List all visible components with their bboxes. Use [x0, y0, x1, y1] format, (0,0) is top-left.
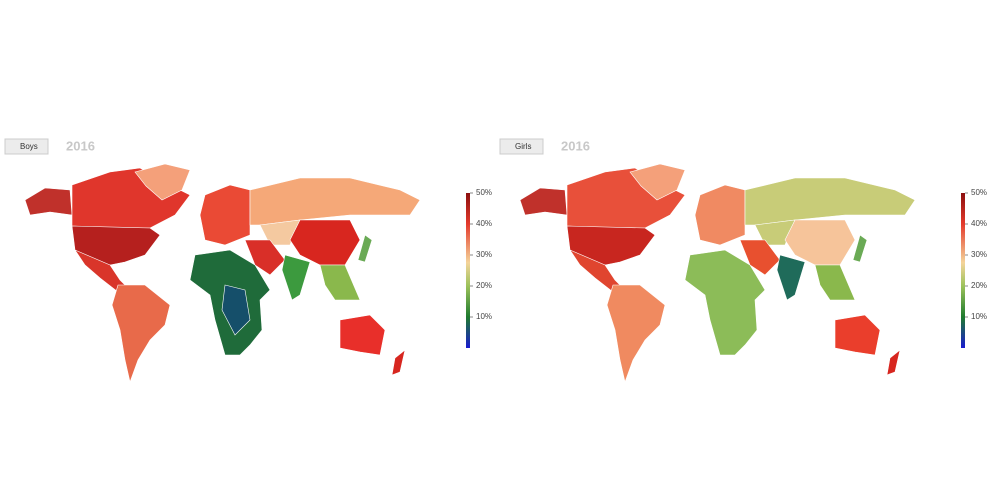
country-alaska — [24, 187, 73, 216]
country-southeast-asia — [319, 264, 361, 301]
country-japan — [357, 234, 373, 263]
country-central-asia — [259, 219, 301, 246]
scale-tick-label: 20% — [476, 281, 492, 290]
country-russia — [744, 177, 916, 226]
country-africa — [684, 249, 766, 356]
country-japan — [852, 234, 868, 263]
country-south-america — [606, 284, 666, 384]
map-panel: Girls 2016 50% 40% 30% 20% 10% — [499, 138, 987, 384]
country-central-asia — [754, 219, 796, 246]
country-australia — [339, 314, 386, 356]
country-central-africa — [221, 284, 251, 336]
country-southeast-asia — [814, 264, 856, 301]
country-europe — [694, 184, 746, 246]
toggle-button[interactable] — [499, 138, 544, 155]
world-map — [519, 163, 916, 384]
scale-tick-label: 40% — [971, 219, 987, 228]
country-south-america — [111, 284, 171, 384]
country-greenland — [629, 163, 686, 201]
country-india — [776, 254, 806, 301]
country-europe — [199, 184, 251, 246]
scale-tick-label: 10% — [476, 312, 492, 321]
country-india — [281, 254, 311, 301]
scale-tick-label: 40% — [476, 219, 492, 228]
scale-tick-label: 10% — [971, 312, 987, 321]
country-alaska — [519, 187, 568, 216]
map-panel: Boys 2016 50% 40% 30% 20% 10% — [4, 138, 492, 384]
country-middle-east — [244, 239, 286, 276]
country-new-zealand — [391, 349, 406, 376]
year-label: 2016 — [66, 138, 95, 153]
country-china — [289, 219, 361, 266]
country-china — [784, 219, 856, 266]
toggle-button[interactable] — [4, 138, 49, 155]
country-australia — [834, 314, 881, 356]
color-scale — [466, 193, 470, 348]
scale-tick-label: 50% — [476, 188, 492, 197]
country-greenland — [134, 163, 191, 201]
scale-tick-label: 30% — [476, 250, 492, 259]
toggle-button-label[interactable]: Girls — [515, 142, 531, 151]
color-scale — [961, 193, 965, 348]
year-label: 2016 — [561, 138, 590, 153]
scale-tick-label: 20% — [971, 281, 987, 290]
country-new-zealand — [886, 349, 901, 376]
world-map — [24, 163, 421, 384]
scale-tick-label: 50% — [971, 188, 987, 197]
country-middle-east — [739, 239, 781, 276]
scale-tick-label: 30% — [971, 250, 987, 259]
country-russia — [249, 177, 421, 226]
toggle-button-label[interactable]: Boys — [20, 142, 38, 151]
